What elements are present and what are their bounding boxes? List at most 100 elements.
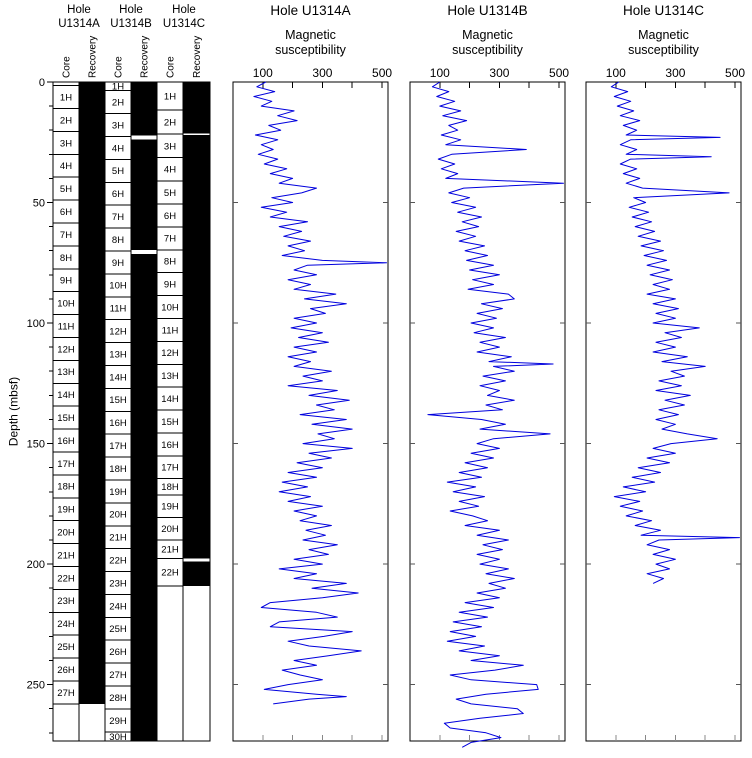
plot-box [585, 81, 742, 742]
core-label: 23H [109, 578, 127, 589]
core-label: 21H [161, 545, 179, 556]
core-label: 15H [161, 417, 179, 428]
core-label: 13H [161, 371, 179, 382]
core-label: 13H [109, 349, 127, 360]
core-label: 1H [60, 92, 72, 103]
core-column-box [156, 81, 184, 742]
core-label: 3H [112, 120, 124, 131]
core-label: 16H [109, 418, 127, 429]
core-label: 1H [112, 82, 124, 93]
core-label: 19H [161, 502, 179, 513]
hole-name: U1314C [162, 17, 206, 30]
plot-header-hole-u1314a: Hole U1314A Magnetic susceptibility [233, 3, 388, 58]
core-label: 9H [60, 276, 72, 287]
plot-title: Hole U1314A [270, 3, 351, 18]
core-column-box [52, 81, 80, 742]
ms-plot-0: 100 300 500 [232, 66, 392, 742]
core-label: 11H [58, 321, 75, 332]
core-label: 22H [57, 573, 75, 584]
core-label: 11H [110, 304, 127, 315]
hole-word: Hole [119, 4, 143, 16]
core-label: 5H [60, 184, 72, 195]
core-column-label: Core [166, 56, 177, 78]
core-label: 26H [109, 647, 127, 658]
core-label: 9H [164, 280, 176, 291]
x-axis-tick-label: 100 [606, 66, 626, 80]
core-label: 20H [57, 528, 75, 539]
core-label: 10H [57, 299, 75, 310]
core-label: 29H [109, 716, 127, 727]
core-label: 4H [164, 165, 176, 176]
recovery-gap [183, 133, 210, 135]
core-label: 6H [112, 189, 124, 200]
core-label: 25H [57, 642, 75, 653]
hole-1-core-column: 1H 2H 3H 4H 5H 6H 7H 8H 9H 10H 11H 12H 13H 14H 15H 16H 1… [104, 81, 132, 743]
core-label: 20H [161, 524, 179, 535]
core-label: 15H [57, 413, 75, 424]
core-label: 22H [161, 567, 179, 578]
core-label: 4H [112, 143, 124, 154]
core-label: 30H [109, 732, 127, 743]
hole-2-recovery-column [182, 81, 211, 742]
core-label: 17H [161, 462, 179, 473]
core-label: 14H [161, 394, 179, 405]
core-label: 2H [164, 117, 176, 128]
hole-word: Hole [172, 4, 196, 16]
plot-title: Hole U1314B [447, 3, 528, 18]
recovery-fill [183, 82, 210, 586]
core-label: 27H [109, 670, 127, 681]
recovery-gap [131, 249, 157, 254]
magnetic-susceptibility-line [427, 81, 564, 748]
core-label: 4H [60, 161, 72, 172]
core-label: 26H [57, 665, 75, 676]
core-label: 22H [109, 556, 127, 567]
core-label: 2H [112, 98, 124, 109]
plot-box [232, 81, 389, 742]
core-label: 24H [57, 619, 75, 630]
core-label: 11H [162, 325, 179, 336]
depth-axis-label: Depth (mbsf) [6, 376, 21, 447]
plot-subtitle: Magnetic susceptibility [628, 28, 699, 57]
hole-word: Hole [67, 4, 91, 16]
core-label: 12H [109, 327, 127, 338]
core-label: 3H [60, 138, 72, 149]
plot-subtitle: Magnetic susceptibility [275, 28, 346, 57]
core-label: 5H [164, 188, 176, 199]
hole-name: U1314A [58, 17, 100, 30]
plot-box [409, 81, 566, 742]
x-axis-tick-label: 500 [372, 66, 392, 80]
core-label: 25H [109, 624, 127, 635]
recovery-column-label: Recovery [192, 36, 203, 78]
x-axis-tick-label: 300 [489, 66, 509, 80]
depth-tick-label: 200 [27, 559, 45, 571]
plot-header-hole-u1314c: Hole U1314C Magnetic susceptibility [586, 3, 741, 58]
core-label: 7H [164, 234, 176, 245]
x-axis-tick-label: 300 [665, 66, 685, 80]
depth-axis: 0 50 100 150 200 250 [27, 77, 53, 734]
magnetic-susceptibility-line [253, 81, 387, 705]
recovery-column-label: Recovery [140, 36, 151, 78]
core-label: 8H [60, 253, 72, 264]
recovery-column-label: Recovery [88, 36, 99, 78]
core-label: 10H [161, 302, 179, 313]
x-axis-tick-label: 500 [549, 66, 569, 80]
core-label: 10H [109, 281, 127, 292]
x-axis-tick-label: 100 [253, 66, 273, 80]
depth-tick-label: 250 [27, 679, 45, 691]
x-axis-tick-label: 100 [430, 66, 450, 80]
plot-subtitle: Magnetic susceptibility [452, 28, 523, 57]
core-label: 24H [109, 601, 127, 612]
core-label: 15H [109, 395, 127, 406]
core-label: 19H [57, 505, 75, 516]
core-label: 8H [164, 257, 176, 268]
hole-0-core-column: 1H 2H 3H 4H 5H 6H 7H 8H 9H 10H 11H 12H 13H 14H 15H 16H 1… [52, 81, 80, 742]
core-label: 28H [109, 693, 127, 704]
core-label: 16H [161, 440, 179, 451]
recovery-fill [131, 82, 157, 741]
core-label: 9H [112, 258, 124, 269]
hole-1-recovery-column [130, 81, 158, 742]
ms-plot-1: 100 300 500 [409, 66, 569, 748]
hole-name: U1314B [110, 17, 152, 30]
